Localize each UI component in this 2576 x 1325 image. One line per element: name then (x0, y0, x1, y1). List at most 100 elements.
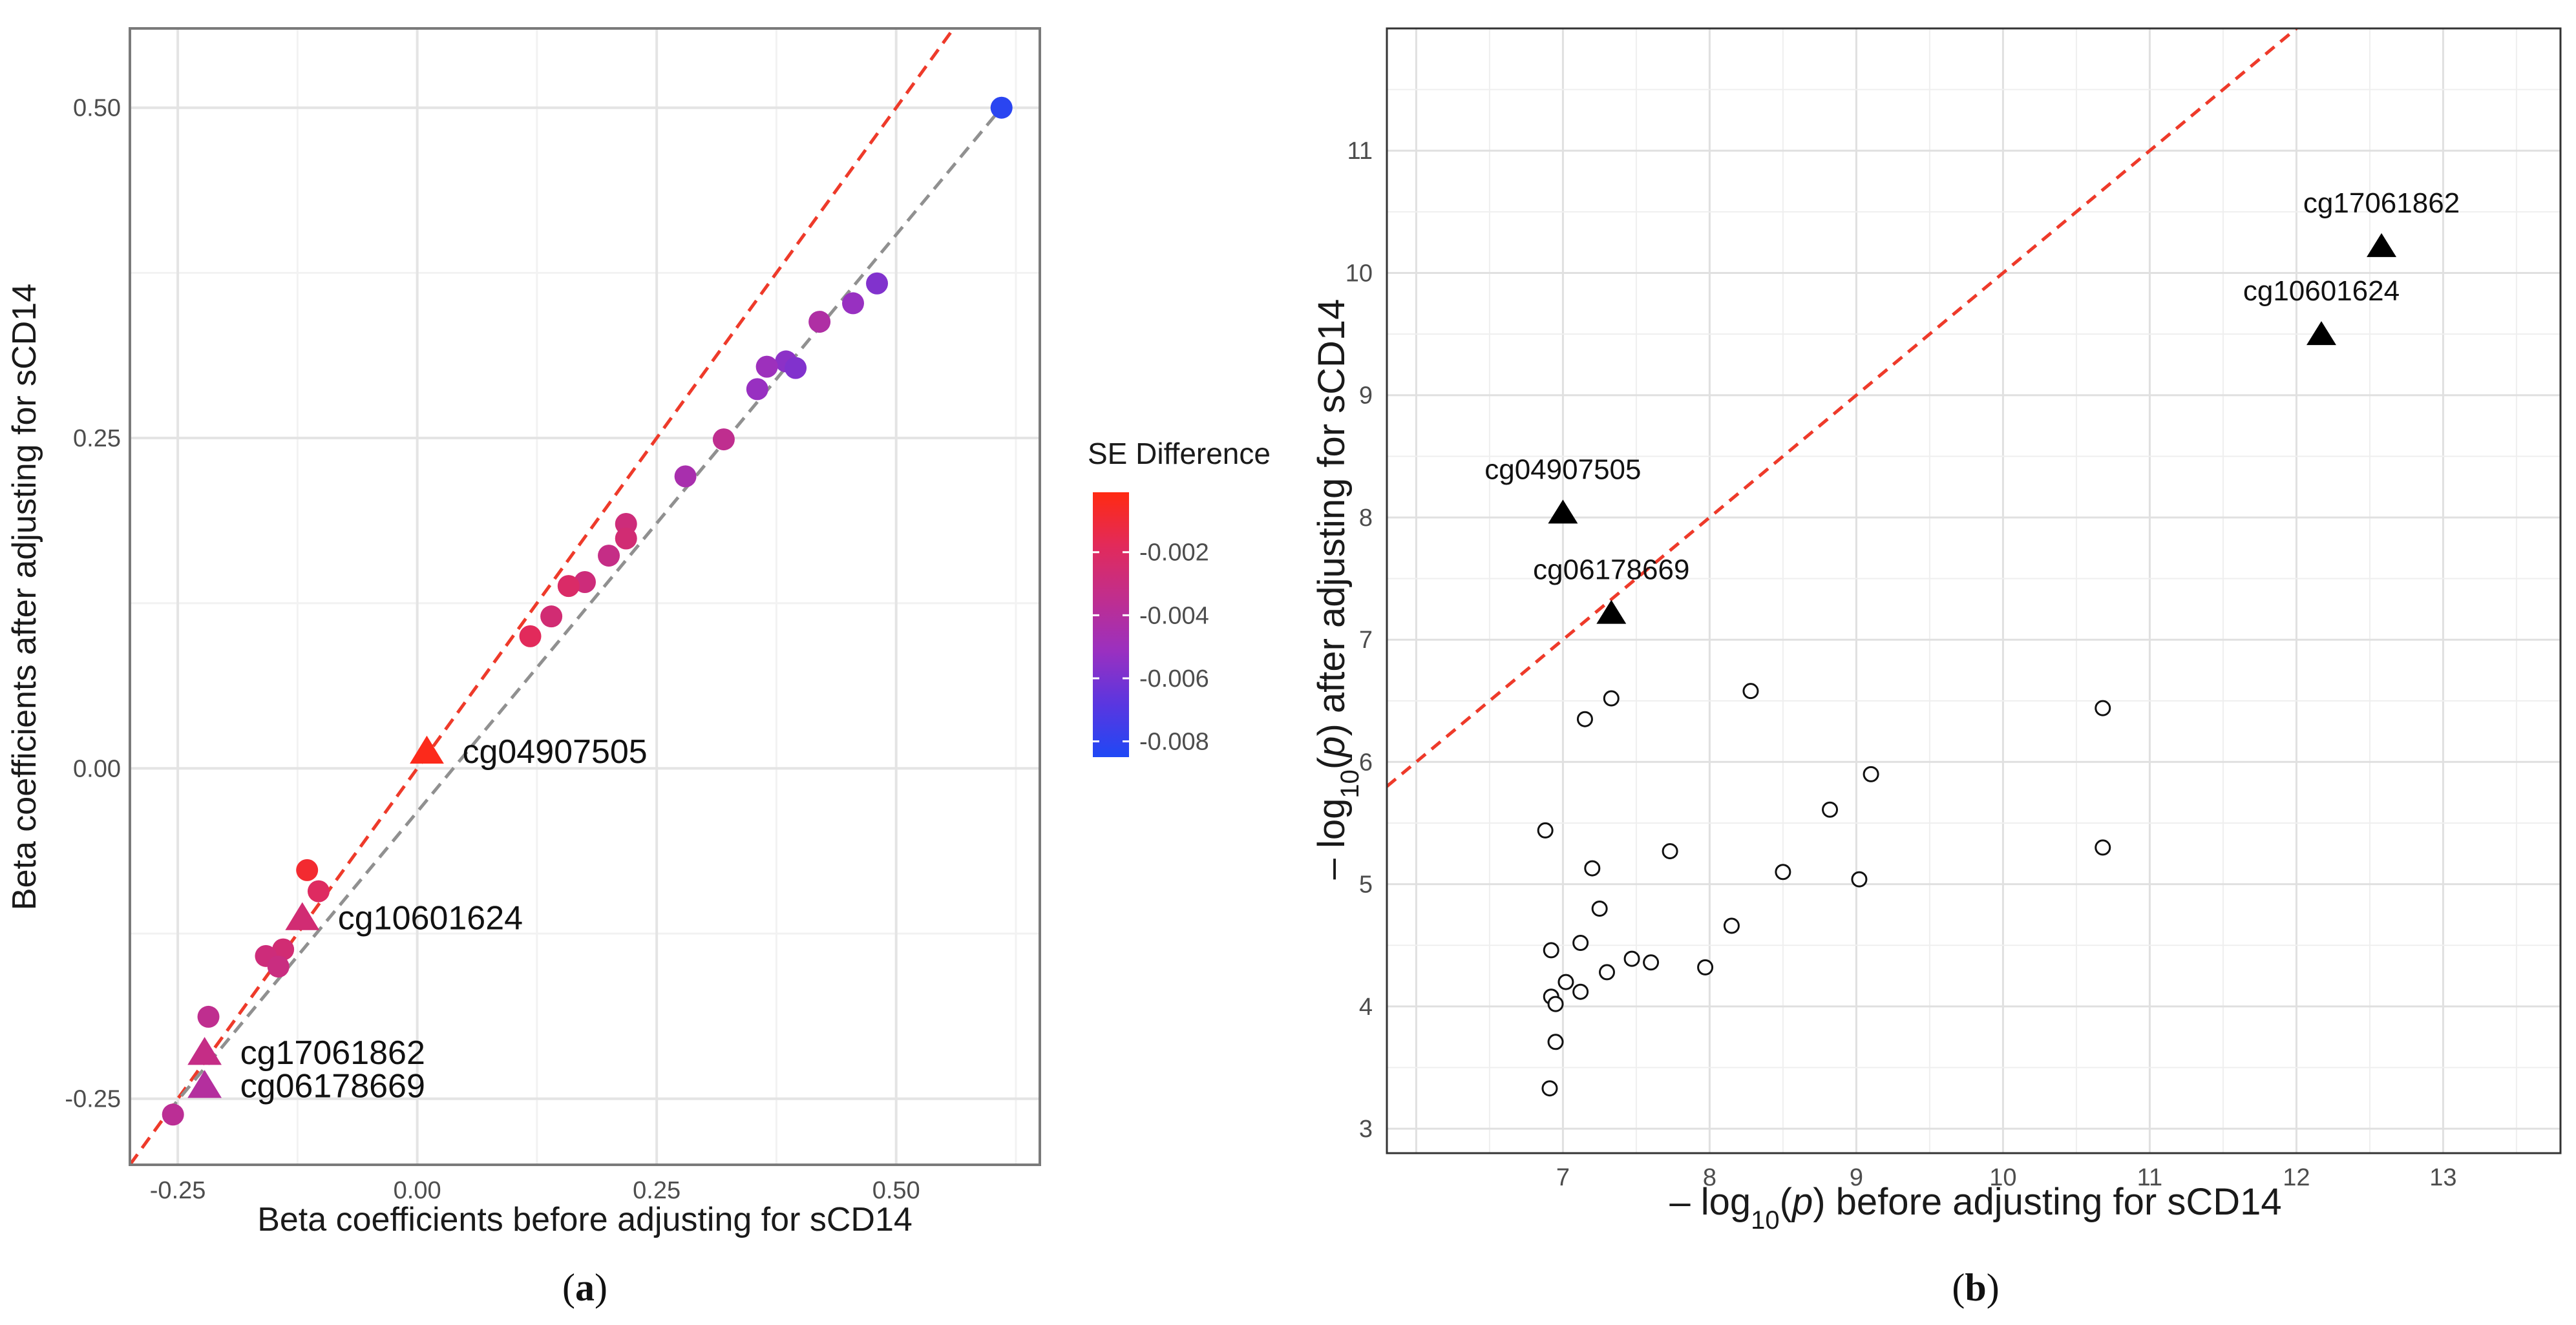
panel-b-point (1623, 950, 1640, 967)
panel-a-point (755, 355, 778, 378)
panel-a-point (197, 1005, 220, 1028)
panel-a-point (841, 292, 864, 315)
panel-b-y-tick-label: 10 (1346, 260, 1373, 287)
panel-b-x-axis-title: – log10(p) before adjusting for sCD14 (1669, 1181, 2281, 1235)
panel-b-point (1543, 942, 1559, 959)
panel-b-point (1541, 1080, 1558, 1097)
panel-a-point (808, 311, 831, 333)
colorbar-gradient (1093, 492, 1129, 757)
panel-b-point (1863, 766, 1879, 782)
panel-b-highlighted-label: cg17061862 (2303, 187, 2460, 219)
panel-b-highlighted-triangle (2367, 233, 2397, 257)
panel-a-point-triangle (410, 735, 444, 764)
panel-a-point-triangle (187, 1037, 222, 1065)
panel-a-x-axis-title: Beta coefficients before adjusting for s… (257, 1201, 913, 1238)
panel-b-highlighted-triangle (1548, 499, 1578, 524)
panel-a-point (785, 357, 807, 379)
panel-b-highlighted-label: cg06178669 (1533, 554, 1689, 586)
panel-b-plot-area (1387, 28, 2560, 1153)
panel-b-y-tick-label: 11 (1347, 138, 1373, 165)
panel-a-point (540, 605, 563, 628)
panel-b-identity-line (1387, 28, 2299, 788)
panel-a-y-axis-title: Beta coefficients after adjusting for sC… (6, 284, 43, 910)
panel-a-point (162, 1103, 184, 1126)
panel-b-highlighted-triangle (1596, 600, 1627, 624)
panel-b-x-tick-label: 13 (2429, 1164, 2456, 1191)
panel-b-point (1742, 683, 1759, 700)
panel-b-label: (b) (1952, 1266, 1999, 1309)
panel-a-y-tick-labels: -0.25 0.00 0.25 0.50 (65, 95, 121, 1113)
panel-a-scatter: cg04907505 cg10601624 cg17061862cg06178669… (6, 27, 1271, 1309)
panel-a-gridlines (130, 28, 1040, 1165)
panel-b-scatter: cg17061862 cg10601624 cg04907505 cg06178669… (1311, 27, 2562, 1309)
panel-b-point (1662, 843, 1678, 860)
panel-b-highlighted-triangle (2306, 321, 2336, 346)
panel-b-x-tick-label: 8 (1703, 1164, 1716, 1191)
panel-a-points (162, 96, 1013, 1126)
panel-b-x-tick-label: 9 (1850, 1164, 1863, 1191)
panel-b-point (2095, 839, 2111, 856)
panel-b-x-tick-label: 12 (2283, 1164, 2310, 1191)
panel-a-point (990, 96, 1013, 119)
panel-b-point (1643, 954, 1660, 971)
panel-b-x-tick-labels: 7 8 9 10 11 12 13 (1556, 1164, 2457, 1191)
panel-a-y-tick-label: 0.00 (73, 755, 121, 782)
panel-a-point (267, 955, 290, 978)
colorbar-tick-label: -0.006 (1139, 665, 1209, 693)
colorbar-title: SE Difference (1088, 437, 1271, 470)
panel-b-point-labels: cg17061862 cg10601624 cg04907505 cg06178669 (1484, 187, 2460, 586)
panel-a-point (746, 378, 768, 401)
panel-b-y-tick-label: 6 (1359, 749, 1373, 776)
panel-b-point (2095, 700, 2111, 716)
panel-b-reference-lines (1387, 28, 2299, 788)
panel-b-point (1572, 935, 1589, 952)
panel-a-label: (a) (562, 1266, 607, 1309)
panel-a-frame (129, 27, 1041, 1166)
panel-b-point (1576, 711, 1593, 727)
panel-a-point (866, 272, 889, 295)
panel-a-point (598, 545, 620, 567)
panel-a-y-tick-label: 0.25 (73, 425, 121, 452)
panel-b-highlighted-label: cg10601624 (2243, 275, 2400, 307)
panel-a-x-tick-label: 0.25 (633, 1177, 681, 1204)
panel-b-point (1851, 871, 1868, 888)
panel-b-point (1599, 964, 1615, 981)
panel-b-point (1822, 801, 1839, 818)
panel-a-point (296, 859, 319, 881)
panel-b-y-tick-label: 9 (1359, 382, 1373, 410)
panel-a-point-triangle (285, 902, 320, 930)
panel-a-point-triangle (187, 1070, 222, 1098)
panel-a-point-label: cg06178669 (240, 1067, 425, 1105)
colorbar-tick-label: -0.008 (1139, 729, 1209, 756)
panel-b-highlighted-label: cg04907505 (1484, 454, 1641, 485)
panel-b-point (1603, 690, 1620, 707)
panel-a-x-tick-label: -0.25 (150, 1177, 206, 1204)
panel-a-x-tick-label: 0.00 (394, 1177, 441, 1204)
panel-b-point (1723, 917, 1740, 934)
panel-a-point (674, 465, 697, 488)
panel-b-point (1591, 901, 1608, 917)
panel-a-point-label: cg04907505 (462, 733, 647, 771)
panel-b-y-tick-label: 8 (1359, 505, 1373, 532)
panel-b-point (1547, 996, 1564, 1012)
panel-a-point (272, 938, 295, 961)
panel-b-point (1557, 974, 1574, 990)
panel-a-y-tick-label: 0.50 (73, 95, 121, 122)
colorbar-tick-label: -0.004 (1139, 602, 1209, 629)
panel-b-frame (1386, 27, 2562, 1154)
panel-a-x-tick-label: 0.50 (872, 1177, 920, 1204)
panel-a-point (615, 527, 637, 550)
panel-b-x-tick-label: 11 (2137, 1164, 2162, 1191)
panel-b-point (1775, 864, 1791, 881)
panel-a-point (519, 625, 542, 647)
panel-b-y-axis-title: – log10(p) after adjusting for sCD14 (1311, 299, 1364, 880)
panel-b-x-tick-label: 7 (1556, 1164, 1570, 1191)
panel-a-point (557, 575, 580, 598)
panel-b-y-tick-label: 5 (1359, 871, 1373, 899)
panel-a-x-tick-labels: -0.25 0.00 0.25 0.50 (150, 1177, 920, 1204)
panel-b-y-tick-label: 7 (1359, 627, 1373, 654)
panel-b-point (1547, 1034, 1564, 1050)
panel-b-y-tick-labels: 3 4 5 6 7 8 9 10 11 (1346, 138, 1373, 1143)
